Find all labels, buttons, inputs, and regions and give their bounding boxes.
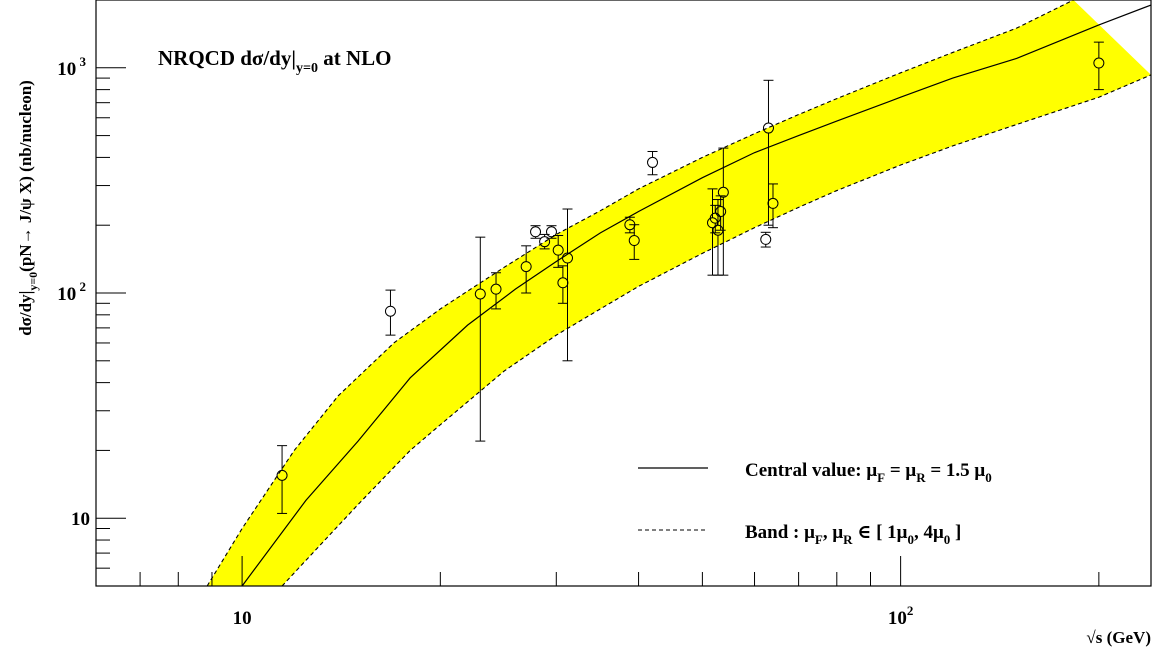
data-point (1093, 41, 1105, 91)
x-tick-label: 102 (888, 603, 914, 629)
data-marker (1093, 57, 1105, 69)
data-marker (715, 206, 727, 218)
band-upper-line (206, 0, 1074, 587)
data-marker (530, 226, 542, 238)
data-marker (539, 236, 551, 248)
data-point (717, 147, 729, 276)
lines-layer (206, 0, 1152, 587)
axes-layer: 10 102 10 10 2 10 3 (57, 0, 1100, 629)
chart-title: NRQCD dσ/dy|y=0 at NLO (158, 46, 391, 76)
band-layer (207, 0, 1152, 586)
data-marker (762, 122, 774, 134)
data-point (628, 224, 640, 260)
data-marker (520, 261, 532, 273)
data-point (539, 233, 551, 250)
data-marker (628, 235, 640, 247)
data-marker (760, 233, 772, 245)
points-layer (276, 41, 1105, 514)
data-point (520, 245, 532, 294)
legend-label-band: Band : μF, μR ∈ [ 1μ0, 4μ0 ] (745, 522, 961, 547)
data-marker (384, 305, 396, 317)
x-tick-label: 10 (233, 608, 252, 629)
data-point (715, 195, 727, 231)
y-axis-label-subscript: y=0 (26, 272, 40, 291)
data-marker (647, 156, 659, 168)
data-marker (474, 288, 486, 300)
y-axis-label: dσ/dy|y=0(pN→ J/ψ X) (nb/nucleon) (16, 80, 40, 336)
data-point (530, 225, 542, 239)
central-value-line (241, 4, 1152, 587)
legend-label-central: Central value: μF = μR = 1.5 μ0 (745, 460, 992, 485)
data-point (545, 225, 557, 239)
band-lower-line (281, 74, 1152, 587)
data-marker (490, 283, 502, 295)
data-marker (717, 186, 729, 198)
data-marker (276, 469, 288, 481)
data-point (552, 235, 564, 268)
data-point (647, 150, 659, 176)
data-marker (545, 226, 557, 238)
data-point (760, 231, 772, 248)
data-point (490, 272, 502, 310)
data-point (384, 289, 396, 336)
data-point (762, 79, 774, 226)
data-point (276, 445, 288, 514)
data-point (767, 183, 779, 229)
data-point (474, 236, 486, 442)
data-point (562, 208, 574, 362)
chart-title-subscript: y=0 (296, 61, 318, 76)
uncertainty-band (207, 0, 1152, 586)
data-marker (552, 244, 564, 256)
y-tick-label: 10 (71, 509, 90, 530)
x-axis-label: √s (GeV) (1086, 628, 1151, 647)
y-tick-label: 10 2 (57, 279, 86, 305)
legend: Central value: μF = μR = 1.5 μ0 Band : μ… (638, 460, 992, 547)
data-marker (767, 197, 779, 209)
data-marker (562, 252, 574, 264)
y-tick-label: 10 3 (57, 54, 86, 80)
